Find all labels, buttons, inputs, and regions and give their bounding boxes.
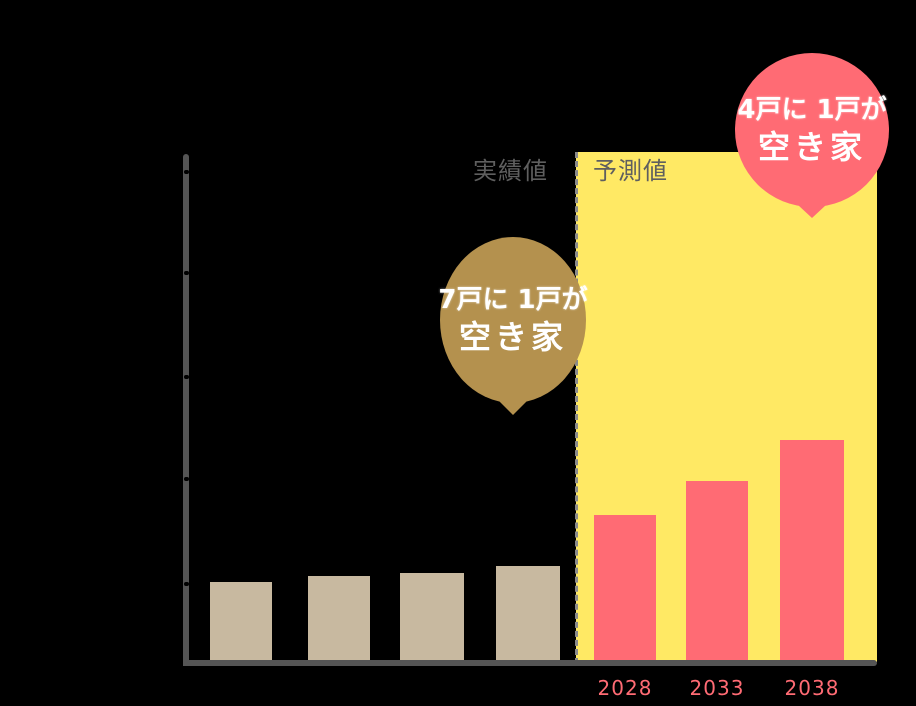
x-label-2028: 2028 [597,676,653,700]
actual-callout-bubble: 7戸に 1戸が 空き家 [438,237,588,415]
forecast-bar [780,440,844,660]
actual-bar [210,582,272,660]
y-tick [184,582,189,586]
actual-bar [496,566,560,660]
x-label-2038: 2038 [784,676,840,700]
callout-tail [499,401,527,415]
forecast-callout-bubble: 4戸に 1戸が 空き家 [735,53,889,218]
forecast-label: 予測値 [593,157,668,185]
actual-label: 実績値 [473,157,548,185]
forecast-bar [594,515,656,660]
y-tick [184,170,189,174]
y-tick [184,375,189,379]
actual-forecast-divider [575,152,578,664]
actual-bar [308,576,370,660]
y-axis [183,154,189,666]
callout-line2: 空き家 [458,318,567,356]
y-tick [184,271,189,275]
x-label-2033: 2033 [689,676,745,700]
callout-tail [798,205,826,218]
actual-bar [400,573,464,660]
callout-line1: 7戸に 1戸が [438,285,588,315]
callout-line2: 空き家 [757,128,866,166]
callout-line1: 4戸に 1戸が [737,95,887,125]
y-tick [184,477,189,481]
forecast-bar [686,481,748,660]
x-axis [183,660,877,666]
